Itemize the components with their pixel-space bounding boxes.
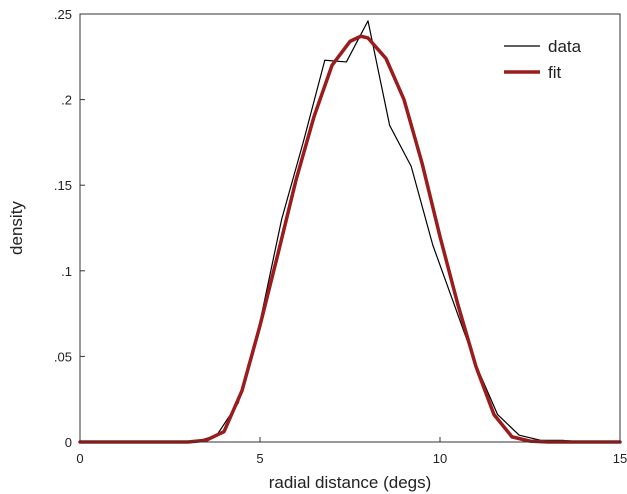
series-layer xyxy=(78,20,622,444)
x-tick-label: 15 xyxy=(613,451,627,466)
plot-frame xyxy=(79,13,621,443)
x-tick-label: 5 xyxy=(256,451,263,466)
legend-label-data: data xyxy=(548,37,582,56)
y-axis-label: density xyxy=(7,201,26,255)
legend: data fit xyxy=(504,37,582,82)
y-tick-label: 0 xyxy=(65,435,72,450)
y-tick-label: .2 xyxy=(61,93,72,108)
legend-label-fit: fit xyxy=(548,63,562,82)
x-tick-label: 0 xyxy=(76,451,83,466)
series-line-fit xyxy=(78,34,622,444)
y-tick-label: .1 xyxy=(61,264,72,279)
series-line-data xyxy=(79,20,621,443)
y-tick-label: .05 xyxy=(54,349,72,364)
x-axis-label: radial distance (degs) xyxy=(269,473,432,492)
tick-layer: 0 5 10 15 0 .05 .1 .15 .2 .25 xyxy=(54,7,627,466)
y-tick-label: .25 xyxy=(54,7,72,22)
y-tick-label: .15 xyxy=(54,178,72,193)
x-tick-label: 10 xyxy=(433,451,447,466)
